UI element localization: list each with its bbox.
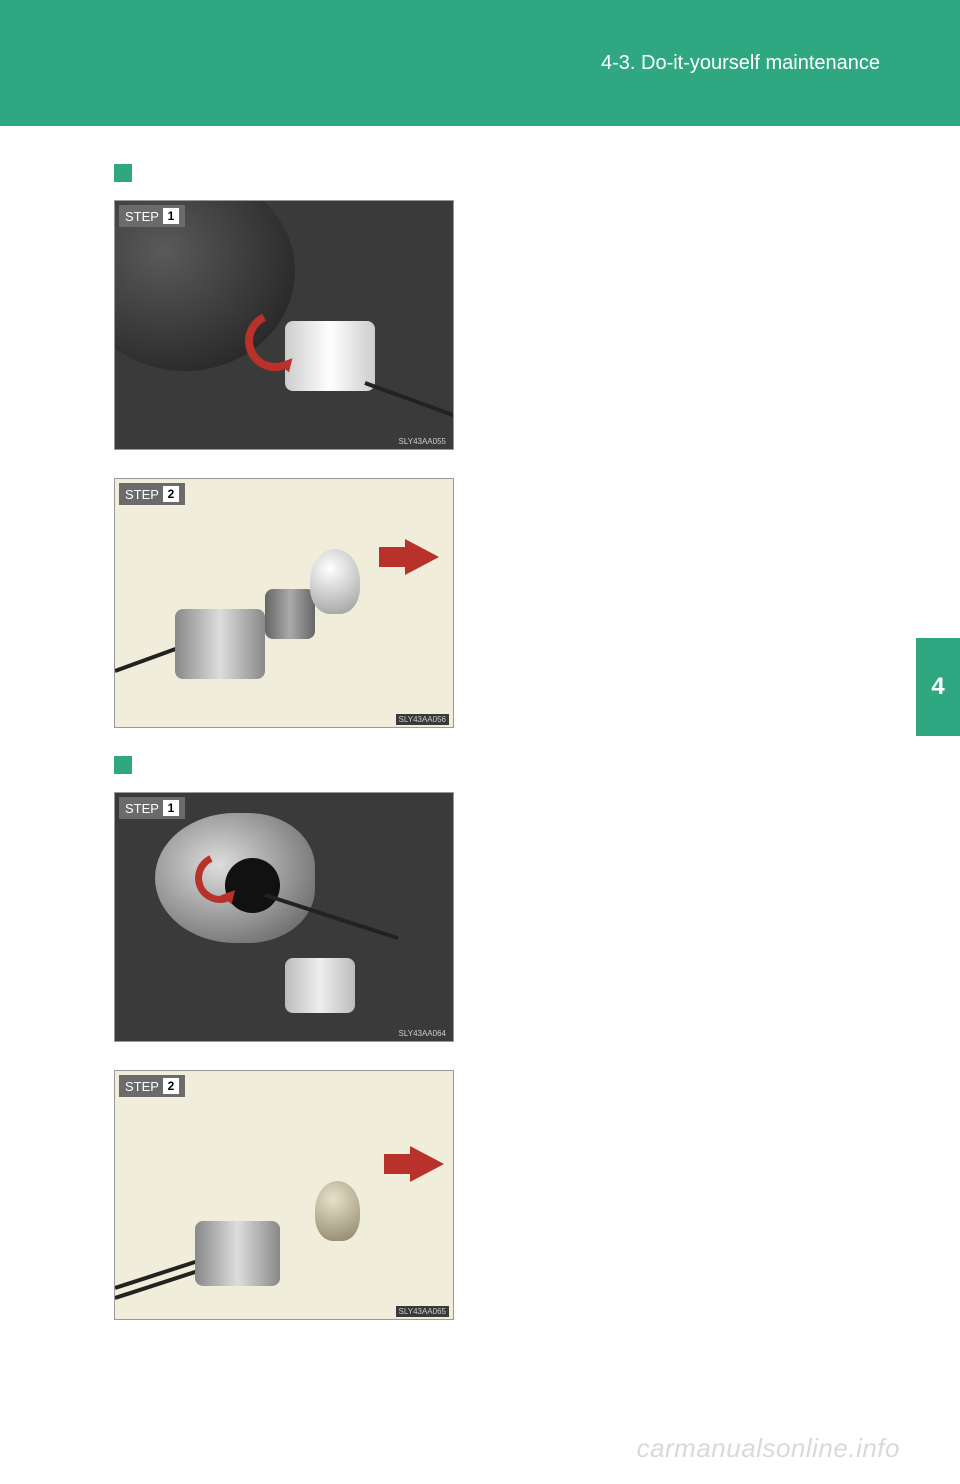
figure-bulb-removal: STEP 2 SLY43AA056: [114, 478, 454, 728]
square-bullet-icon: [114, 756, 132, 774]
step-label: STEP: [125, 1079, 159, 1094]
bulb-socket-icon: [175, 609, 265, 679]
figure-side-marker-socket: STEP 1 SLY43AA064: [114, 792, 454, 1042]
bulb-base-icon: [265, 589, 315, 639]
image-code: SLY43AA065: [396, 1306, 449, 1317]
wire-icon: [364, 381, 454, 419]
step-label: STEP: [125, 487, 159, 502]
bulb-icon: [310, 549, 360, 614]
pull-arrow-icon: [410, 1146, 444, 1182]
figure-front-turn-signal-socket: STEP 1 SLY43AA055: [114, 200, 454, 450]
step-badge: STEP 2: [119, 483, 185, 505]
figure-wedge-bulb-removal: STEP 2 SLY43AA065: [114, 1070, 454, 1320]
watermark-text: carmanualsonline.info: [637, 1433, 900, 1464]
section-bullet: [114, 164, 454, 182]
step-number: 1: [163, 208, 179, 224]
component-icon: [285, 958, 355, 1013]
wedge-bulb-icon: [315, 1181, 360, 1241]
page-content: STEP 1 SLY43AA055 STEP 2 SLY43AA056 STEP…: [114, 164, 454, 1348]
step-label: STEP: [125, 209, 159, 224]
image-code: SLY43AA056: [396, 714, 449, 725]
step-label: STEP: [125, 801, 159, 816]
section-bullet: [114, 756, 454, 774]
square-bullet-icon: [114, 164, 132, 182]
step-number: 2: [163, 1078, 179, 1094]
step-number: 1: [163, 800, 179, 816]
step-number: 2: [163, 486, 179, 502]
chapter-tab-number: 4: [931, 673, 944, 701]
bulb-socket-icon: [195, 1221, 280, 1286]
image-code: SLY43AA055: [396, 436, 449, 447]
step-badge: STEP 2: [119, 1075, 185, 1097]
section-heading: 4-3. Do-it-yourself maintenance: [601, 52, 880, 75]
step-badge: STEP 1: [119, 797, 185, 819]
step-badge: STEP 1: [119, 205, 185, 227]
pull-arrow-icon: [405, 539, 439, 575]
chapter-tab: 4: [916, 638, 960, 736]
image-code: SLY43AA064: [396, 1028, 449, 1039]
